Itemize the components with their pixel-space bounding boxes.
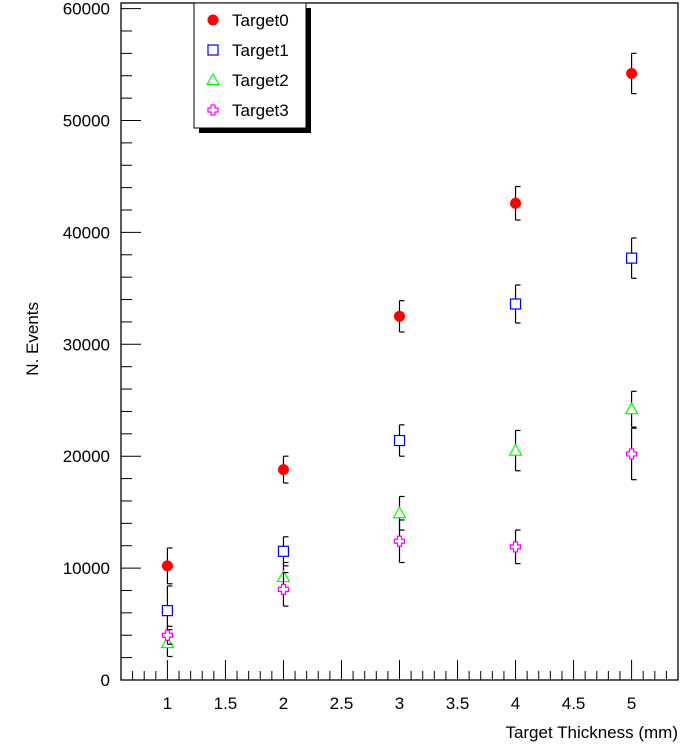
legend-marker <box>207 44 219 56</box>
x-axis: 1 1.5 2 2.5 3 3.5 4 4.5 5 <box>120 660 679 713</box>
x-tick-label: 2.5 <box>330 694 354 713</box>
legend-label: Target1 <box>232 41 289 60</box>
x-tick-label: 1.5 <box>214 694 238 713</box>
data-point <box>393 434 406 447</box>
y-tick-label: 10000 <box>63 559 110 578</box>
series-target3 <box>161 427 638 645</box>
data-point <box>392 506 407 519</box>
y-tick-label: 50000 <box>63 111 110 130</box>
data-point <box>161 605 174 617</box>
x-tick-label: 5 <box>627 694 636 713</box>
legend-marker <box>207 14 219 26</box>
y-tick-label: 0 <box>101 671 110 690</box>
data-point <box>625 252 638 264</box>
y-tick-label: 60000 <box>63 0 110 19</box>
x-tick-label: 4.5 <box>562 694 586 713</box>
data-point <box>510 197 522 209</box>
series-layer <box>160 52 639 658</box>
data-point <box>625 448 638 460</box>
y-tick-label: 20000 <box>63 447 110 466</box>
x-axis-title: Target Thickness (mm) <box>505 723 678 742</box>
x-tick-label: 2 <box>279 694 288 713</box>
data-point <box>624 401 639 415</box>
legend-label: Target2 <box>232 71 289 90</box>
y-axis-title: N. Events <box>23 302 42 376</box>
series-target0 <box>161 52 638 585</box>
data-point <box>161 560 173 572</box>
y-axis: 0 10000 20000 30000 40000 50000 60000 <box>63 0 141 690</box>
data-point <box>277 583 290 595</box>
x-tick-label: 3.5 <box>446 694 470 713</box>
x-tick-label: 3 <box>395 694 404 713</box>
legend-label: Target0 <box>232 11 289 30</box>
legend-marker <box>205 72 221 86</box>
legend-label: Target3 <box>232 101 289 120</box>
data-point <box>394 310 405 322</box>
data-point <box>277 464 289 476</box>
legend: Target0 Target1 Target2 Target3 <box>193 2 311 133</box>
data-point <box>509 541 522 553</box>
series-target1 <box>161 237 638 636</box>
data-point <box>626 67 638 79</box>
data-point <box>393 535 406 547</box>
x-tick-label: 1 <box>163 694 172 713</box>
y-tick-label: 30000 <box>63 335 110 354</box>
legend-marker <box>207 104 219 116</box>
data-point <box>508 443 523 456</box>
x-tick-label: 4 <box>511 694 520 713</box>
data-point <box>277 545 290 557</box>
data-point <box>509 298 522 310</box>
y-tick-label: 40000 <box>63 223 110 242</box>
data-point <box>161 629 174 641</box>
